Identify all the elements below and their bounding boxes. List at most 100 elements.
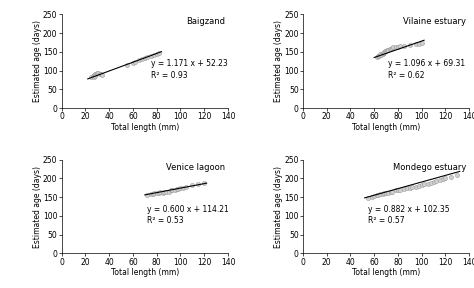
Point	[379, 52, 386, 56]
Point	[382, 190, 390, 195]
X-axis label: Total length (mm): Total length (mm)	[111, 268, 179, 277]
Point	[424, 182, 431, 186]
Point	[416, 184, 423, 188]
Point	[151, 53, 158, 57]
Point	[397, 44, 404, 49]
Point	[189, 183, 196, 187]
Point	[409, 184, 416, 189]
Point	[159, 190, 166, 195]
Text: Mondego estuary: Mondego estuary	[392, 162, 466, 172]
Point	[90, 73, 98, 77]
Point	[418, 40, 426, 45]
Point	[194, 182, 202, 186]
Point	[90, 74, 98, 79]
Point	[131, 60, 139, 64]
Point	[447, 174, 455, 179]
Point	[373, 193, 380, 198]
Point	[388, 46, 396, 50]
Point	[91, 73, 99, 78]
Point	[376, 192, 384, 196]
Point	[91, 72, 99, 77]
Point	[155, 190, 163, 195]
Point	[373, 55, 380, 59]
Point	[387, 190, 395, 195]
Point	[168, 187, 176, 192]
Point	[201, 181, 208, 185]
Point	[436, 178, 443, 183]
Point	[430, 180, 438, 185]
Point	[388, 189, 396, 194]
Point	[89, 74, 96, 79]
Point	[156, 190, 164, 195]
Point	[160, 189, 168, 194]
Point	[153, 52, 161, 56]
Point	[379, 192, 386, 196]
Y-axis label: Estimated age (days): Estimated age (days)	[33, 20, 42, 102]
Point	[416, 41, 423, 46]
Point	[179, 185, 187, 190]
X-axis label: Total length (mm): Total length (mm)	[352, 123, 420, 132]
Point	[365, 196, 372, 200]
Point	[376, 53, 384, 57]
Point	[144, 55, 151, 59]
Point	[400, 44, 408, 49]
Point	[390, 45, 397, 50]
Point	[374, 193, 382, 198]
Point	[382, 48, 390, 53]
Text: y = 1.171 x + 52.23
R² = 0.93: y = 1.171 x + 52.23 R² = 0.93	[151, 59, 228, 80]
Point	[93, 71, 101, 75]
Point	[420, 182, 428, 186]
Point	[394, 45, 402, 49]
Point	[380, 50, 387, 55]
Point	[163, 189, 170, 194]
Point	[375, 54, 383, 59]
Point	[167, 188, 175, 193]
Point	[380, 50, 387, 54]
X-axis label: Total length (mm): Total length (mm)	[352, 268, 420, 277]
Point	[123, 63, 131, 67]
Point	[177, 186, 184, 190]
Point	[173, 187, 181, 191]
Point	[380, 191, 387, 196]
Point	[374, 53, 382, 58]
Y-axis label: Estimated age (days): Estimated age (days)	[274, 20, 283, 102]
X-axis label: Total length (mm): Total length (mm)	[111, 123, 179, 132]
Point	[88, 75, 95, 80]
Point	[392, 45, 400, 50]
Point	[381, 49, 389, 54]
Point	[383, 48, 391, 52]
Point	[387, 47, 395, 51]
Point	[394, 187, 402, 192]
Point	[377, 52, 385, 57]
Point	[370, 194, 378, 199]
Text: Venice lagoon: Venice lagoon	[165, 162, 225, 172]
Point	[392, 188, 400, 193]
Point	[404, 185, 411, 190]
Point	[174, 187, 182, 191]
Point	[138, 56, 146, 61]
Point	[376, 52, 384, 56]
Point	[129, 61, 137, 65]
Point	[95, 70, 102, 75]
Point	[97, 72, 105, 77]
Y-axis label: Estimated age (days): Estimated age (days)	[33, 166, 42, 248]
Point	[98, 73, 106, 77]
Point	[155, 50, 163, 55]
Point	[147, 192, 155, 196]
Y-axis label: Estimated age (days): Estimated age (days)	[274, 166, 283, 248]
Point	[397, 187, 404, 192]
Point	[379, 51, 386, 55]
Point	[454, 173, 461, 177]
Text: y = 1.096 x + 69.31
R² = 0.62: y = 1.096 x + 69.31 R² = 0.62	[389, 59, 465, 80]
Point	[439, 177, 447, 181]
Point	[386, 47, 393, 51]
Point	[368, 195, 375, 200]
Point	[428, 181, 435, 185]
Text: y = 0.600 x + 114.21
R² = 0.53: y = 0.600 x + 114.21 R² = 0.53	[147, 204, 229, 225]
Point	[92, 71, 100, 76]
Text: y = 0.882 x + 102.35
R² = 0.57: y = 0.882 x + 102.35 R² = 0.57	[368, 204, 450, 225]
Point	[144, 193, 151, 198]
Point	[406, 185, 414, 190]
Point	[135, 58, 143, 62]
Point	[400, 187, 408, 191]
